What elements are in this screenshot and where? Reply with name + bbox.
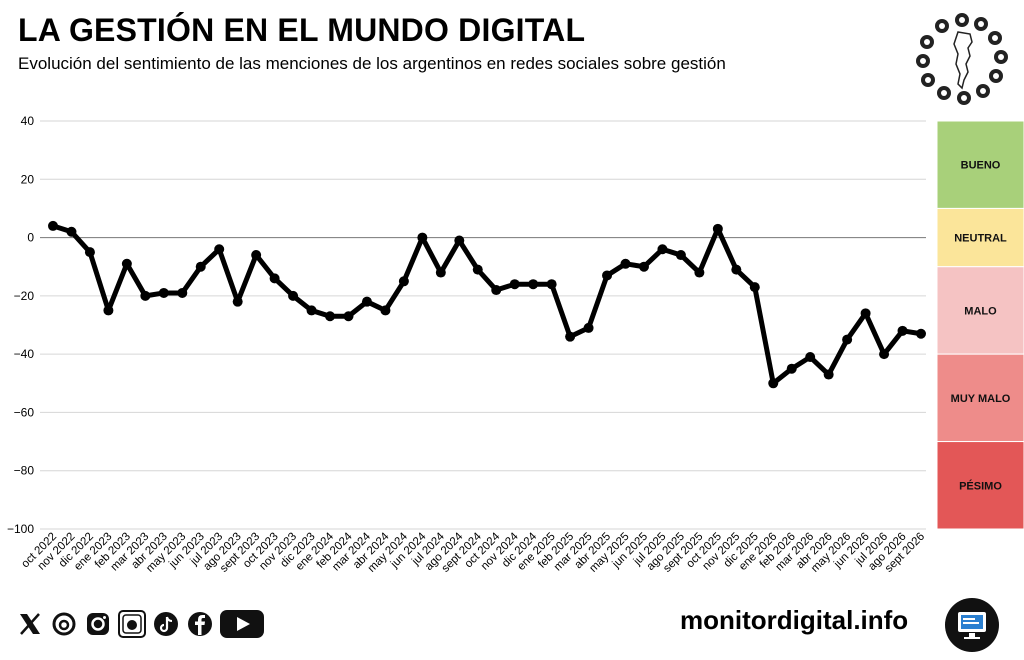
data-point [916, 328, 926, 339]
data-point [694, 267, 705, 278]
data-point [435, 267, 446, 278]
data-point [675, 250, 686, 261]
app-icon[interactable] [118, 610, 146, 638]
series-line [50, 223, 924, 386]
data-point [269, 273, 280, 284]
y-tick-label: 20 [21, 172, 35, 186]
data-point [454, 235, 465, 246]
data-point [657, 244, 668, 255]
data-point [731, 264, 742, 275]
sentiment-band-label: PÉSIMO [959, 479, 1002, 492]
data-point [620, 258, 631, 269]
data-point [158, 287, 169, 298]
youtube-icon[interactable] [220, 610, 264, 638]
website-link[interactable]: monitordigital.info [680, 605, 909, 635]
social-icons-row [16, 608, 264, 640]
data-point [749, 282, 760, 293]
data-point [805, 352, 816, 363]
data-point [232, 296, 243, 307]
page-subtitle: Evolución del sentimiento de las mencion… [18, 54, 726, 73]
data-point [842, 334, 853, 345]
y-tick-label: −80 [14, 464, 35, 478]
sentiment-band [936, 266, 1024, 355]
data-point [565, 331, 576, 342]
y-tick-label: 0 [27, 231, 34, 245]
data-point [177, 287, 188, 298]
y-tick-label: −100 [7, 522, 34, 536]
sentiment-band-label: MALO [964, 305, 997, 317]
data-point [195, 261, 206, 272]
data-point [48, 220, 58, 231]
data-point [879, 349, 890, 360]
data-point [306, 305, 317, 316]
threads-icon[interactable] [50, 610, 78, 638]
data-point [84, 247, 95, 258]
data-point [103, 305, 114, 316]
sentiment-line-chart: 40 20 0 −20 −40 −60 −80 −100 BUENO NEUTRAL MALO MUY… [7, 114, 1024, 575]
y-tick-label: −20 [14, 289, 35, 303]
data-point [398, 276, 409, 287]
data-point [343, 311, 354, 322]
data-point [121, 258, 132, 269]
argentina-logo-icon [916, 13, 1008, 106]
y-tick-label: 40 [21, 114, 35, 128]
data-point [823, 369, 834, 380]
data-point [509, 279, 520, 290]
data-point [417, 232, 428, 243]
sentiment-band-label: NEUTRAL [954, 233, 1007, 245]
data-point [380, 305, 391, 316]
data-point [491, 285, 502, 296]
data-point [602, 270, 613, 281]
x-icon[interactable] [16, 610, 44, 638]
page-title: LA GESTIÓN EN EL MUNDO DIGITAL [18, 12, 586, 48]
data-point [361, 296, 372, 307]
data-point [66, 226, 77, 237]
sentiment-band [936, 120, 1024, 209]
sentiment-band [936, 353, 1024, 443]
data-point [140, 290, 151, 301]
data-point [860, 308, 871, 319]
sentiment-band-label: MUY MALO [951, 393, 1011, 405]
data-point [638, 261, 649, 272]
data-point [325, 311, 336, 322]
data-point [214, 244, 225, 255]
instagram-icon[interactable] [84, 610, 112, 638]
y-tick-label: −60 [14, 405, 35, 419]
facebook-icon[interactable] [186, 610, 214, 638]
data-point [546, 279, 557, 290]
sentiment-band [936, 207, 1024, 268]
sentiment-band [936, 441, 1024, 530]
data-point [768, 378, 779, 389]
data-point [288, 290, 299, 301]
data-point [786, 363, 797, 374]
y-tick-label: −40 [14, 347, 35, 361]
data-point [472, 264, 483, 275]
sentiment-band-label: BUENO [961, 160, 1001, 172]
tiktok-icon[interactable] [152, 610, 180, 638]
data-point [712, 223, 723, 234]
data-point [583, 322, 594, 333]
data-point [251, 250, 262, 261]
data-point [897, 325, 908, 336]
data-point [528, 279, 539, 290]
monitor-icon[interactable] [944, 597, 1000, 653]
